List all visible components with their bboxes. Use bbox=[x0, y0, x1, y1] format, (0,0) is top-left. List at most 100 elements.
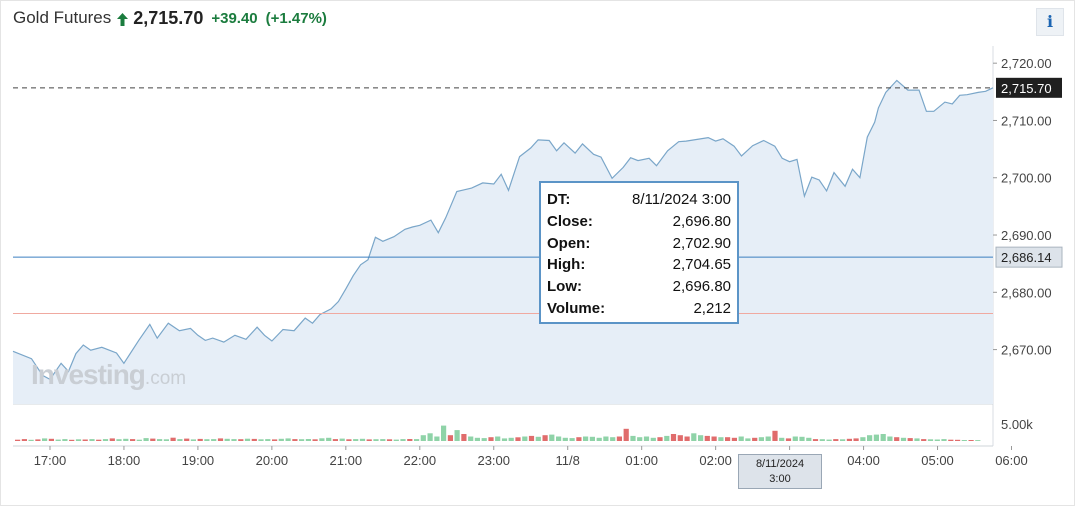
volume-bar bbox=[812, 439, 819, 441]
volume-bar bbox=[42, 438, 48, 441]
volume-bar bbox=[610, 437, 616, 441]
volume-bar bbox=[833, 439, 839, 441]
volume-bar bbox=[603, 436, 609, 441]
volume-bar bbox=[427, 433, 433, 441]
volume-bar bbox=[806, 437, 812, 441]
instrument-name: Gold Futures bbox=[13, 8, 112, 27]
volume-bar bbox=[89, 439, 95, 441]
volume-bar bbox=[420, 435, 426, 441]
volume-bar bbox=[488, 437, 494, 441]
tooltip-value: 2,696.80 bbox=[672, 212, 731, 230]
volume-bar bbox=[535, 436, 541, 441]
volume-bar bbox=[285, 438, 291, 441]
volume-bar bbox=[400, 439, 406, 441]
volume-bar bbox=[461, 434, 467, 441]
volume-bar bbox=[190, 439, 196, 441]
last-price-badge-label: 2,715.70 bbox=[1001, 81, 1052, 96]
volume-bar bbox=[819, 439, 825, 441]
price-change: +39.40 bbox=[211, 9, 258, 27]
volume-bar bbox=[711, 436, 717, 441]
y-tick-label: 2,690.00 bbox=[1001, 228, 1052, 243]
volume-bar bbox=[630, 435, 636, 441]
x-tick-label: 20:00 bbox=[256, 453, 289, 468]
volume-bar bbox=[643, 436, 650, 441]
volume-bar bbox=[907, 438, 913, 441]
volume-bar bbox=[515, 437, 521, 441]
volume-bar bbox=[664, 435, 670, 441]
info-button[interactable]: i bbox=[1036, 8, 1064, 36]
volume-bar bbox=[380, 439, 386, 441]
tooltip-key: DT: bbox=[547, 191, 571, 208]
x-tick-label: 01:00 bbox=[625, 453, 658, 468]
volume-bar bbox=[359, 438, 366, 441]
volume-bar bbox=[177, 439, 183, 441]
volume-bar bbox=[758, 437, 764, 441]
volume-bar bbox=[55, 439, 61, 441]
tooltip-row: Close: 2,696.80 bbox=[547, 211, 731, 233]
volume-bar bbox=[82, 439, 88, 441]
x-tick-label: 04:00 bbox=[847, 453, 880, 468]
volume-bar bbox=[15, 439, 21, 441]
volume-bar bbox=[975, 440, 981, 441]
last-price-badge bbox=[996, 77, 1062, 98]
volume-bar bbox=[921, 439, 927, 441]
volume-bar bbox=[157, 439, 163, 441]
volume-bar bbox=[623, 428, 629, 441]
y-tick-label: 2,670.00 bbox=[1001, 343, 1052, 358]
volume-bar bbox=[900, 437, 907, 441]
volume-bar bbox=[961, 440, 967, 441]
volume-bar bbox=[326, 437, 332, 441]
volume-bar bbox=[785, 438, 792, 441]
volume-bar bbox=[528, 435, 535, 441]
volume-bar bbox=[542, 435, 548, 441]
volume-bar bbox=[109, 438, 115, 441]
volume-bar bbox=[468, 436, 474, 441]
volume-bar bbox=[332, 439, 338, 441]
crosshair-price-badge bbox=[995, 246, 1063, 268]
volume-bar bbox=[197, 438, 203, 441]
volume-bar bbox=[745, 438, 751, 441]
tooltip-row: Open: 2,702.90 bbox=[547, 233, 731, 255]
volume-bar bbox=[35, 439, 41, 441]
volume-bar bbox=[569, 438, 575, 441]
volume-bar bbox=[941, 439, 947, 441]
volume-bar bbox=[792, 436, 798, 441]
volume-bar bbox=[549, 434, 555, 441]
volume-bar bbox=[123, 438, 129, 441]
x-tick-label: 23:00 bbox=[477, 453, 510, 468]
y-tick-label: 2,680.00 bbox=[1001, 285, 1052, 300]
crosshair-time-label: 8/11/2024 3:00 bbox=[738, 454, 822, 489]
volume-bar bbox=[96, 439, 102, 441]
x-tick-label: 21:00 bbox=[330, 453, 363, 468]
x-tick-label: 18:00 bbox=[108, 453, 141, 468]
volume-bar bbox=[670, 434, 677, 441]
x-tick-label: 17:00 bbox=[34, 453, 67, 468]
x-tick-label: 22:00 bbox=[404, 453, 437, 468]
volume-bar bbox=[244, 438, 251, 441]
volume-bar bbox=[589, 436, 595, 441]
tooltip-row: High: 2,704.65 bbox=[547, 254, 731, 276]
y-tick-label: 2,710.00 bbox=[1001, 113, 1052, 128]
volume-bar bbox=[927, 439, 934, 441]
volume-bar bbox=[657, 437, 663, 441]
volume-bar bbox=[251, 438, 257, 441]
volume-bar bbox=[853, 438, 859, 441]
x-tick-label: 06:00 bbox=[995, 453, 1028, 468]
volume-bar bbox=[21, 439, 27, 441]
volume-bar bbox=[407, 439, 413, 441]
tooltip-value: 8/11/2024 3:00 bbox=[632, 191, 731, 208]
volume-bar bbox=[48, 438, 54, 441]
volume-bar bbox=[779, 437, 785, 441]
volume-bar bbox=[28, 439, 34, 441]
volume-bar bbox=[211, 439, 217, 441]
crosshair-price-label: 2,686.14 bbox=[1001, 250, 1052, 265]
volume-bar bbox=[934, 439, 940, 441]
volume-bar bbox=[765, 436, 771, 441]
volume-bar bbox=[130, 439, 136, 441]
volume-bar bbox=[698, 435, 704, 441]
volume-bar bbox=[826, 439, 832, 441]
volume-bar bbox=[184, 438, 190, 441]
volume-bar bbox=[75, 439, 82, 441]
volume-bar bbox=[718, 437, 724, 441]
